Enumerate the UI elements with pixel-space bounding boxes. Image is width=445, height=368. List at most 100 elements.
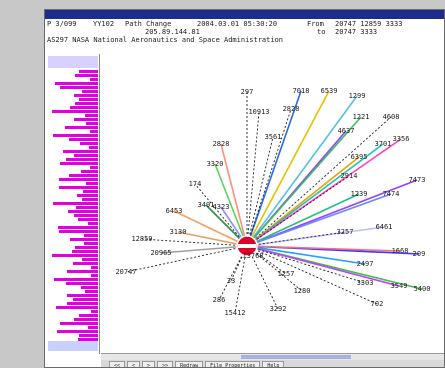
as-node-label[interactable]: 33 — [227, 277, 235, 285]
as-node-label[interactable]: 4637 — [338, 127, 355, 135]
as-node-label[interactable]: 4323 — [213, 203, 230, 211]
as-node-label[interactable]: 1280 — [294, 287, 311, 295]
as-node-label[interactable]: 1257 — [278, 270, 295, 278]
timeline-bar — [74, 214, 98, 217]
as-node-label[interactable]: 3303 — [357, 279, 374, 287]
control-button[interactable]: < — [127, 361, 141, 367]
timeline-bar — [86, 122, 98, 125]
as-node-label[interactable]: 209 — [413, 250, 426, 258]
as-node-label[interactable]: 3130 — [170, 228, 187, 236]
as-link — [214, 163, 248, 247]
timeline-bar — [81, 170, 98, 173]
timeline-bar — [66, 282, 98, 285]
as-node-label[interactable]: 1299 — [349, 92, 366, 100]
as-node-label[interactable]: 702 — [371, 300, 384, 308]
prefix-address: 205.89.144.81 — [145, 28, 200, 36]
as-node-label[interactable]: 20965 — [150, 249, 171, 257]
event-timeline-sidebar[interactable] — [45, 54, 100, 354]
as-node-label[interactable]: 3320 — [207, 160, 224, 168]
as-node-label[interactable]: 1239 — [351, 190, 368, 198]
control-button[interactable]: << — [109, 361, 126, 367]
as-node-label[interactable]: 3549 — [391, 282, 408, 290]
as-node-label[interactable]: 2497 — [357, 260, 374, 268]
as-link — [220, 143, 248, 247]
as-link — [246, 245, 401, 252]
timeline-bar — [59, 230, 98, 233]
timeline-bar — [68, 210, 98, 213]
event-timestamp: 2004.03.01 05:30:20 — [197, 20, 278, 28]
horizontal-scrollbar[interactable] — [101, 354, 444, 360]
as-node-label[interactable]: 3356 — [393, 135, 410, 143]
timeline-bar — [75, 74, 98, 77]
timeline-bar — [88, 326, 98, 329]
as-node-label[interactable]: 3292 — [270, 305, 287, 313]
as-node-label[interactable]: 1668 — [392, 247, 409, 255]
timeline-bar — [84, 234, 98, 237]
as-node-label[interactable]: 5400 — [414, 285, 431, 293]
plot-area: 297 7018 6539 1299 10913 2828 3561 4637 1221 4608… — [45, 54, 444, 354]
timeline-bar — [90, 78, 98, 81]
timeline-bar — [60, 322, 98, 325]
as-link — [246, 175, 350, 247]
as-node-label[interactable]: 7018 — [293, 87, 310, 95]
as-node-label[interactable]: 297 — [241, 88, 254, 96]
as-link — [230, 245, 248, 282]
as-link — [246, 245, 400, 287]
timeline-bar — [67, 294, 98, 297]
timeline-bar — [83, 190, 98, 193]
from-value: 20747 12859 3333 — [335, 20, 403, 28]
timeline-bar — [81, 286, 98, 289]
as-node-label[interactable]: 2828 — [213, 140, 230, 148]
timeline-footer-marker — [48, 341, 98, 351]
as-node-label[interactable]: 13768 — [242, 252, 263, 260]
as-node-label[interactable]: 7473 — [409, 176, 426, 184]
as-node-label[interactable]: 12859 — [131, 235, 152, 243]
as-link — [246, 95, 358, 247]
timeline-bar — [65, 126, 98, 129]
as-link — [246, 136, 274, 247]
as-node-label[interactable]: 3701 — [375, 140, 392, 148]
as-node-label[interactable]: 3257 — [337, 228, 354, 236]
timeline-bar — [82, 90, 98, 93]
as-node-label[interactable]: 286 — [213, 296, 226, 304]
as-node-label[interactable]: 6461 — [376, 223, 393, 231]
as-node-label[interactable]: 4608 — [383, 113, 400, 121]
as-link — [173, 210, 248, 247]
as-node-label[interactable]: 1221 — [353, 113, 370, 121]
control-button[interactable]: >> — [157, 361, 174, 367]
scrollbar-thumb[interactable] — [241, 355, 351, 359]
control-button[interactable]: Redraw — [175, 361, 204, 367]
app-window: P 3/099 YY102 Path Change 2004.03.01 05:… — [44, 9, 445, 368]
as-node-label[interactable]: 10913 — [248, 108, 269, 116]
as-link — [246, 193, 392, 247]
as-node-label[interactable]: 20747 — [115, 268, 136, 276]
timeline-bar — [66, 158, 98, 161]
control-button[interactable]: > — [142, 361, 156, 367]
as-node-label[interactable]: 2828 — [283, 105, 300, 113]
as-link — [177, 231, 248, 247]
as-node-label[interactable]: 3561 — [265, 133, 282, 141]
as-path-graph[interactable]: 297 7018 6539 1299 10913 2828 3561 4637 1221 4608… — [101, 54, 445, 354]
timeline-bar — [86, 182, 98, 185]
as-node-label[interactable]: 2914 — [341, 172, 358, 180]
as-node-label[interactable]: 7474 — [383, 190, 400, 198]
as-node-label[interactable]: 6539 — [321, 87, 338, 95]
as-node-label[interactable]: 15412 — [224, 309, 245, 317]
timeline-bar — [74, 118, 98, 121]
timeline-bar — [75, 102, 98, 105]
as-link — [246, 193, 360, 247]
timeline-selection-marker[interactable] — [48, 56, 98, 68]
as-node-label[interactable]: 174 — [189, 180, 202, 188]
control-button[interactable]: Help — [262, 361, 285, 367]
as-node-label[interactable]: 6453 — [166, 207, 183, 215]
as-node-label[interactable]: 3491 — [198, 201, 215, 209]
as-link — [246, 231, 346, 247]
timeline-bar — [69, 174, 98, 177]
timeline-bar — [69, 138, 98, 141]
as-link — [234, 245, 248, 314]
as-node-label[interactable]: 6395 — [351, 153, 368, 161]
as-link — [246, 116, 392, 247]
control-button[interactable]: File Properties — [205, 361, 261, 367]
timeline-bar — [70, 106, 98, 109]
timeline-bar — [73, 262, 98, 265]
